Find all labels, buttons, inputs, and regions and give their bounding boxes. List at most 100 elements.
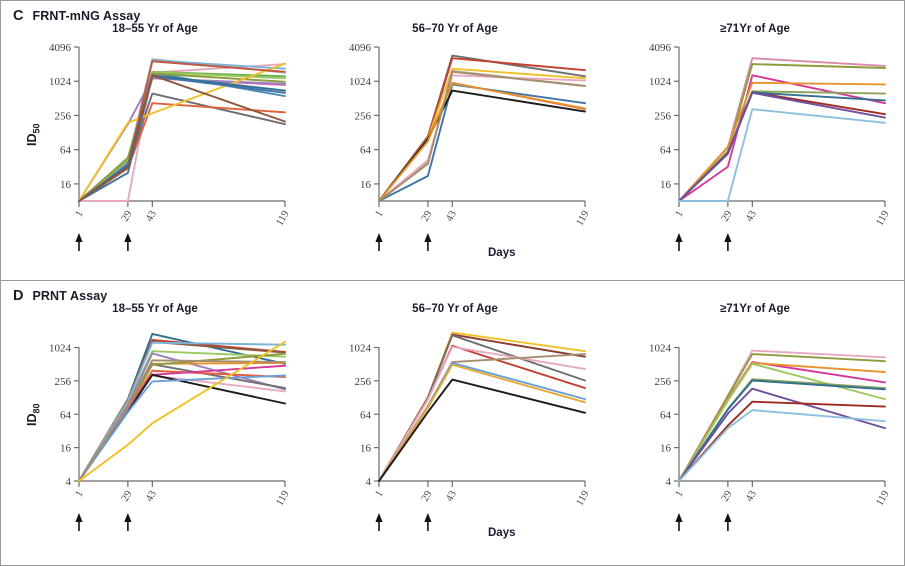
- chart-c3: ≥71Yr of Age 16 64 256 1024 4096 1 29 43 119: [607, 23, 903, 273]
- chart-d2-title: 56–70 Yr of Age: [412, 303, 498, 315]
- xtick-label: 1: [673, 489, 685, 499]
- series-group: [378, 331, 586, 482]
- ytick-label: 256: [655, 376, 672, 388]
- ytick-label: 4: [66, 476, 72, 488]
- xtick-label: 43: [744, 489, 759, 504]
- xtick-label: 29: [720, 489, 735, 504]
- xtick-label: 119: [874, 489, 891, 508]
- ytick-label: 256: [55, 376, 72, 388]
- ytick-label: 16: [660, 179, 672, 191]
- series-line: [78, 374, 286, 482]
- xtick-label: 119: [874, 209, 891, 228]
- series-line: [78, 75, 286, 202]
- xtick-label: 43: [444, 489, 459, 504]
- ytick-label: 256: [355, 110, 372, 122]
- dose-arrow-day-1: [375, 233, 383, 251]
- series-line: [678, 361, 886, 482]
- chart-d3-title: ≥71Yr of Age: [720, 303, 790, 315]
- series-line: [78, 74, 286, 202]
- panel-d-prnt-assay: D PRNT Assay 18–55 Yr of Age 4 16 64 256 102…: [1, 281, 904, 565]
- panel-d-header: D PRNT Assay: [13, 288, 107, 304]
- series-line: [678, 90, 886, 202]
- xtick-label: 1: [673, 209, 685, 219]
- series-group: [678, 349, 886, 482]
- dose-arrow-day-29: [724, 233, 732, 251]
- panel-d-letter: D: [13, 288, 24, 304]
- series-group: [678, 57, 886, 202]
- panel-c-header: C FRNT-mNG Assay: [13, 8, 140, 24]
- ytick-label: 4: [666, 476, 672, 488]
- series-line: [378, 363, 586, 482]
- series-line: [378, 70, 586, 202]
- xtick-label: 43: [444, 209, 459, 224]
- ytick-label: 64: [660, 145, 672, 157]
- xtick-label: 29: [120, 209, 135, 224]
- plot-area-d2: 4 16 64 256 1024 1 29 43 119: [349, 331, 592, 531]
- series-line: [678, 387, 886, 482]
- dose-arrow-day-1: [675, 233, 683, 251]
- xtick-label: 43: [744, 209, 759, 224]
- ytick-label: 1024: [349, 343, 372, 355]
- xtick-label: 1: [373, 489, 385, 499]
- series-line: [678, 108, 886, 202]
- plot-area-c2: 16 64 256 1024 4096 1 29 43 119: [349, 42, 592, 251]
- xtick-label: 1: [73, 489, 85, 499]
- series-line: [678, 409, 886, 482]
- chart-d1-title: 18–55 Yr of Age: [112, 303, 198, 315]
- series-line: [78, 359, 286, 482]
- series-line: [378, 83, 586, 202]
- series-line: [678, 379, 886, 482]
- chart-c2: 56–70 Yr of Age 16 64 256 1024 4096 1 29 43 119 D…: [307, 23, 603, 273]
- ytick-label: 64: [360, 145, 372, 157]
- ytick-label: 64: [60, 409, 72, 421]
- dose-arrow-day-1: [75, 513, 83, 531]
- ytick-label: 64: [60, 145, 72, 157]
- series-line: [378, 344, 586, 482]
- chart-c1-title: 18–55 Yr of Age: [112, 23, 198, 35]
- ytick-label: 1024: [349, 76, 372, 88]
- series-line: [378, 74, 586, 202]
- series-line: [78, 340, 286, 482]
- series-line: [678, 353, 886, 482]
- series-line: [378, 378, 586, 482]
- chart-c3-title: ≥71Yr of Age: [720, 23, 790, 35]
- chart-c2-title: 56–70 Yr of Age: [412, 23, 498, 35]
- series-line: [678, 400, 886, 482]
- ytick-label: 256: [55, 110, 72, 122]
- plot-area-c1: 16 64 256 1024 4096 1 29 43 119: [49, 42, 292, 251]
- chart-c1: 18–55 Yr of Age 16 64 256 1024 4096 1 29 43 119 I…: [7, 23, 303, 273]
- series-line: [378, 334, 586, 482]
- y-axis-label-subscript: 80: [31, 403, 42, 414]
- ytick-label: 16: [360, 443, 372, 455]
- series-line: [678, 81, 886, 202]
- ytick-label: 16: [60, 443, 72, 455]
- y-axis-label: ID50: [25, 123, 42, 146]
- plot-area-c3: 16 64 256 1024 4096 1 29 43 119: [649, 42, 892, 251]
- ytick-label: 4: [366, 476, 372, 488]
- xtick-label: 43: [144, 209, 159, 224]
- ytick-label: 4096: [349, 42, 372, 54]
- ytick-label: 16: [360, 179, 372, 191]
- ytick-label: 16: [660, 443, 672, 455]
- x-axis-title: Days: [488, 527, 516, 539]
- y-axis-label-subscript: 50: [31, 123, 42, 134]
- xtick-label: 29: [420, 489, 435, 504]
- panel-c-title: FRNT-mNG Assay: [32, 9, 141, 23]
- series-line: [78, 72, 286, 202]
- xtick-label: 119: [574, 489, 591, 508]
- ytick-label: 4096: [649, 42, 672, 54]
- ytick-label: 1024: [649, 343, 672, 355]
- series-line: [378, 345, 586, 482]
- xtick-label: 1: [373, 209, 385, 219]
- y-axis-label-main: ID: [25, 413, 39, 427]
- dose-arrow-day-29: [124, 513, 132, 531]
- ytick-label: 16: [60, 179, 72, 191]
- series-group: [78, 58, 286, 202]
- xtick-label: 43: [144, 489, 159, 504]
- ytick-label: 256: [655, 110, 672, 122]
- ytick-label: 1024: [49, 76, 72, 88]
- ytick-label: 1024: [49, 343, 72, 355]
- ytick-label: 256: [355, 376, 372, 388]
- series-group: [378, 54, 586, 202]
- ytick-label: 64: [660, 409, 672, 421]
